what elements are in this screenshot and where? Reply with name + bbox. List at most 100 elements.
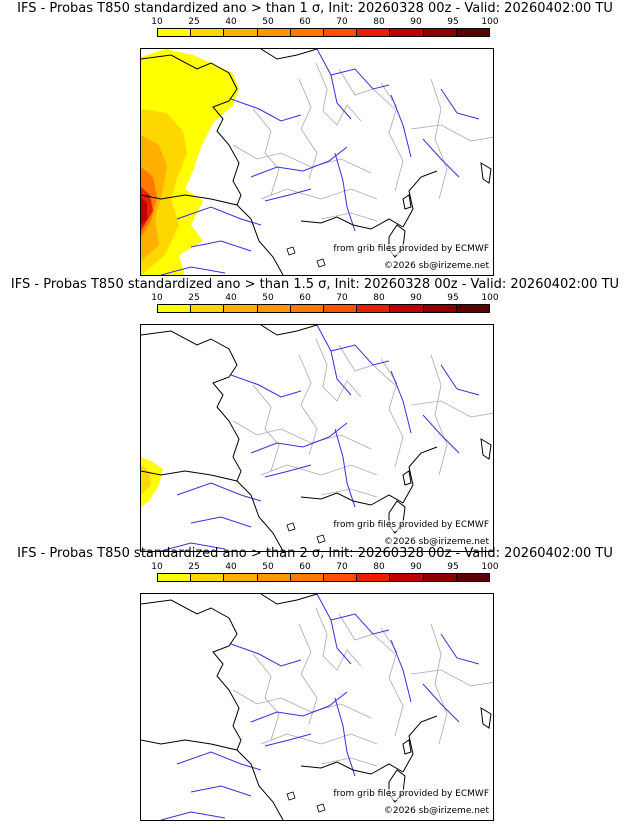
legend-swatch	[456, 29, 490, 36]
legend-label: 25	[188, 562, 200, 572]
credit-source: from grib files provided by ECMWF	[333, 789, 489, 800]
color-legend: 10 25 40 50 60 70 80 90 95 100	[151, 293, 499, 320]
probability-field	[141, 457, 163, 507]
legend-swatch	[324, 29, 358, 36]
map-panel-2: IFS - Probas T850 standardized ano > tha…	[0, 276, 630, 552]
legend-label: 90	[410, 293, 422, 303]
probability-map	[141, 325, 493, 551]
borders	[232, 62, 493, 222]
legend-swatch	[191, 574, 225, 581]
probability-map	[141, 594, 493, 820]
credit-source: from grib files provided by ECMWF	[333, 244, 489, 255]
legend-label: 25	[188, 17, 200, 27]
legend-label: 50	[262, 562, 274, 572]
coastline	[141, 594, 492, 820]
legend-label: 95	[447, 293, 459, 303]
map-panel-1: IFS - Probas T850 standardized ano > tha…	[0, 0, 630, 276]
legend-swatch	[158, 305, 192, 312]
legend-swatch	[423, 29, 457, 36]
legend-label: 50	[262, 17, 274, 27]
legend-label: 70	[336, 17, 348, 27]
legend-label: 40	[225, 562, 237, 572]
legend-bar	[157, 304, 490, 313]
legend-label: 100	[481, 17, 499, 27]
legend-label: 80	[373, 17, 385, 27]
legend-swatch	[357, 305, 391, 312]
map-panel-3: IFS - Probas T850 standardized ano > tha…	[0, 545, 630, 821]
borders	[232, 607, 493, 767]
panel-title: IFS - Probas T850 standardized ano > tha…	[17, 546, 613, 561]
legend-swatch	[357, 29, 391, 36]
color-legend: 10 25 40 50 60 70 80 90 95 100	[151, 17, 499, 44]
legend-swatch	[290, 29, 325, 36]
legend-label: 10	[151, 17, 163, 27]
legend-label: 40	[225, 293, 237, 303]
panel-title: IFS - Probas T850 standardized ano > tha…	[17, 1, 613, 16]
legend-swatch	[357, 574, 391, 581]
legend-swatch	[290, 574, 325, 581]
map-frame: from grib files provided by ECMWF ©2026 …	[140, 593, 494, 821]
legend-swatch	[423, 305, 457, 312]
credit-copyright: ©2026 sb@irizeme.net	[383, 806, 489, 817]
legend-label: 100	[481, 293, 499, 303]
legend-swatch	[191, 305, 225, 312]
legend-label: 95	[447, 17, 459, 27]
map-frame: from grib files provided by ECMWF ©2026 …	[140, 48, 494, 276]
legend-swatch	[390, 29, 424, 36]
probability-field	[141, 49, 239, 275]
legend-labels: 10 25 40 50 60 70 80 90 95 100	[151, 562, 498, 573]
legend-label: 10	[151, 293, 163, 303]
legend-swatch	[158, 29, 192, 36]
legend-label: 70	[336, 293, 348, 303]
legend-swatch	[456, 574, 490, 581]
legend-label: 60	[299, 293, 311, 303]
legend-label: 50	[262, 293, 274, 303]
color-legend: 10 25 40 50 60 70 80 90 95 100	[151, 562, 499, 589]
legend-swatch	[324, 305, 358, 312]
legend-swatch	[423, 574, 457, 581]
borders	[232, 338, 493, 498]
legend-label: 40	[225, 17, 237, 27]
prob-zone-90	[141, 197, 147, 225]
coastline	[141, 325, 492, 551]
legend-labels: 10 25 40 50 60 70 80 90 95 100	[151, 293, 498, 304]
legend-swatch	[390, 305, 424, 312]
credit-copyright: ©2026 sb@irizeme.net	[383, 537, 489, 548]
legend-swatch	[191, 29, 225, 36]
map-frame: from grib files provided by ECMWF ©2026 …	[140, 324, 494, 552]
legend-label: 90	[410, 17, 422, 27]
legend-label: 70	[336, 562, 348, 572]
small-islands	[286, 246, 326, 268]
legend-label: 100	[481, 562, 499, 572]
legend-bar	[157, 573, 490, 582]
small-islands	[286, 791, 326, 813]
legend-label: 80	[373, 562, 385, 572]
legend-label: 10	[151, 562, 163, 572]
legend-label: 25	[188, 293, 200, 303]
legend-label: 60	[299, 17, 311, 27]
panel-title: IFS - Probas T850 standardized ano > tha…	[10, 277, 620, 292]
legend-labels: 10 25 40 50 60 70 80 90 95 100	[151, 17, 498, 28]
credit-source: from grib files provided by ECMWF	[333, 520, 489, 531]
legend-swatch	[158, 574, 192, 581]
legend-label: 80	[373, 293, 385, 303]
legend-swatch	[324, 574, 358, 581]
legend-label: 60	[299, 562, 311, 572]
small-islands	[286, 522, 326, 544]
probability-map	[141, 49, 493, 275]
legend-label: 95	[447, 562, 459, 572]
credit-copyright: ©2026 sb@irizeme.net	[383, 261, 489, 272]
legend-swatch	[290, 305, 325, 312]
legend-swatch	[257, 574, 291, 581]
rivers	[160, 325, 480, 551]
rivers	[160, 49, 480, 275]
legend-label: 90	[410, 562, 422, 572]
legend-swatch	[257, 29, 291, 36]
legend-swatch	[390, 574, 424, 581]
legend-bar	[157, 28, 490, 37]
rivers	[160, 594, 480, 820]
legend-swatch	[456, 305, 490, 312]
legend-swatch	[224, 29, 258, 36]
legend-swatch	[224, 305, 258, 312]
legend-swatch	[224, 574, 258, 581]
